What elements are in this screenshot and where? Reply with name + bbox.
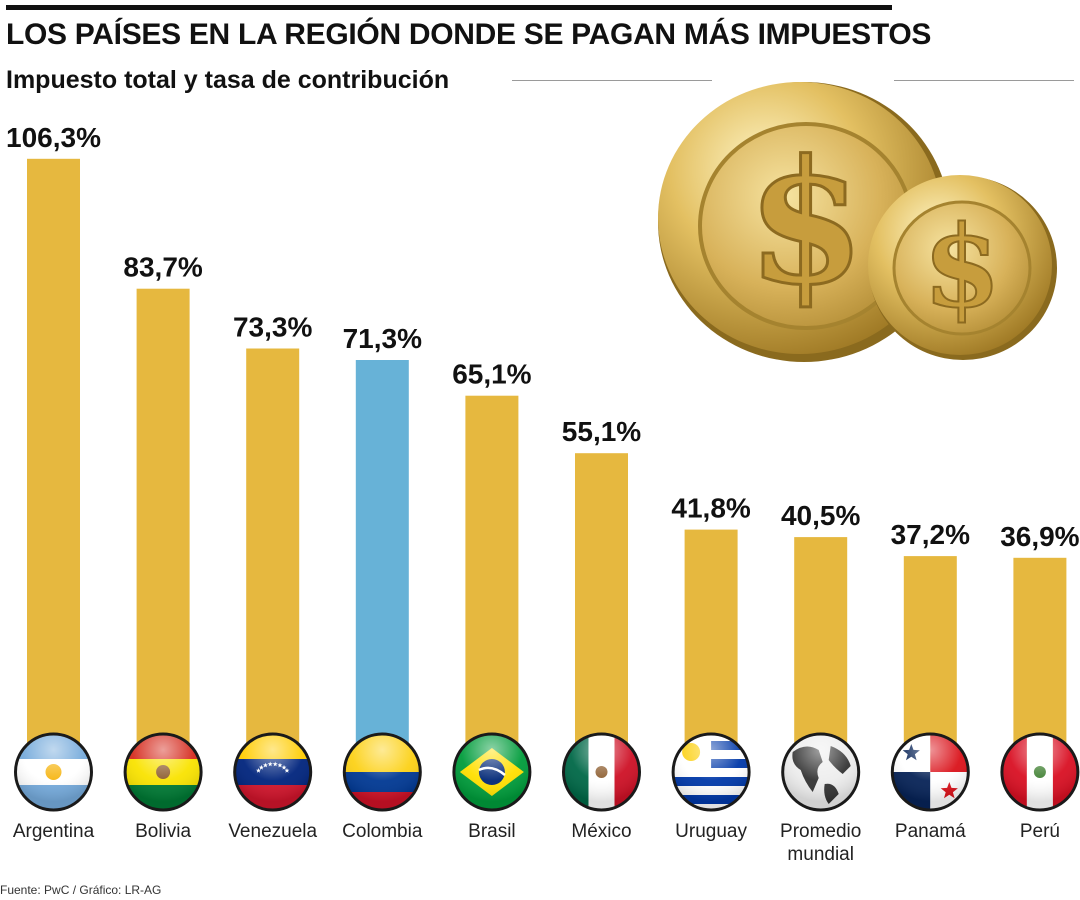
flag-bolivia-icon [123, 732, 203, 812]
value-label: 83,7% [123, 252, 202, 283]
category-label: Promedio mundial [780, 821, 861, 865]
top-rule [6, 5, 892, 10]
value-label: 40,5% [781, 500, 860, 531]
value-label: 71,3% [343, 323, 422, 354]
value-label: 36,9% [1000, 521, 1079, 552]
value-label: 41,8% [671, 493, 750, 524]
bar-4 [465, 395, 519, 770]
bar-7 [794, 537, 848, 770]
subtitle-rule [512, 80, 712, 81]
category-label: Colombia [342, 821, 423, 842]
value-label: 106,3% [6, 122, 101, 153]
category-label: Bolivia [135, 821, 191, 842]
category-label: Brasil [468, 821, 516, 842]
category-label: Perú [1020, 821, 1060, 842]
source-note: Fuente: PwC / Gráfico: LR-AG [0, 883, 162, 897]
bar-2 [246, 348, 300, 770]
value-label: 55,1% [562, 416, 641, 447]
category-label: México [571, 821, 631, 842]
subtitle-rule [894, 80, 1074, 81]
chart-subtitle: Impuesto total y tasa de contribución [6, 66, 450, 94]
flag-panama-icon [890, 732, 970, 812]
flag-peru-icon [1000, 732, 1080, 812]
value-label: 65,1% [452, 359, 531, 390]
category-label: Uruguay [675, 821, 747, 842]
flag-venezuela-icon [233, 732, 313, 812]
bar-1 [136, 288, 190, 770]
svg-text:$: $ [923, 202, 1001, 333]
flag-brasil-icon [452, 732, 532, 812]
flag-mexico-icon [562, 732, 641, 812]
category-label: Argentina [13, 821, 95, 842]
svg-text:$: $ [747, 123, 865, 323]
chart-title: LOS PAÍSES EN LA REGIÓN DONDE SE PAGAN M… [6, 18, 932, 51]
value-label: 37,2% [891, 519, 970, 550]
globe-icon [781, 732, 861, 812]
value-label: 73,3% [233, 312, 312, 343]
bar-0 [27, 158, 80, 771]
bar-3 [355, 360, 409, 770]
bar-5 [575, 453, 628, 770]
flag-argentina-icon [14, 732, 93, 812]
category-label: Venezuela [228, 821, 317, 842]
bar-6 [684, 529, 738, 770]
dollar-coin-small-icon: $ [868, 175, 1057, 360]
flag-colombia-icon [342, 732, 422, 812]
category-label: Panamá [895, 821, 966, 842]
flag-uruguay-icon [671, 732, 751, 812]
